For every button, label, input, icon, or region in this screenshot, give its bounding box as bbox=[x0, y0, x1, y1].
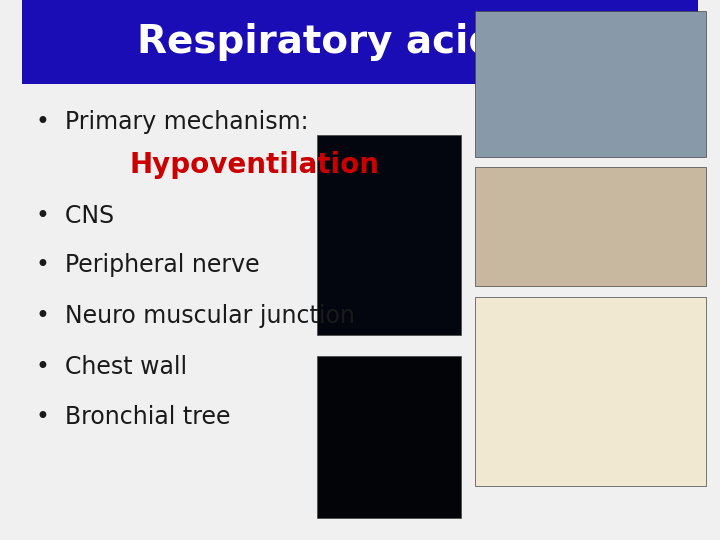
FancyBboxPatch shape bbox=[317, 135, 461, 335]
FancyBboxPatch shape bbox=[22, 0, 698, 84]
Text: •  Neuro muscular junction: • Neuro muscular junction bbox=[36, 304, 355, 328]
Text: •  Primary mechanism:: • Primary mechanism: bbox=[36, 110, 308, 133]
FancyBboxPatch shape bbox=[475, 11, 706, 157]
Text: •  Bronchial tree: • Bronchial tree bbox=[36, 405, 230, 429]
Text: Hypoventilation: Hypoventilation bbox=[130, 151, 379, 179]
FancyBboxPatch shape bbox=[317, 356, 461, 518]
Text: Respiratory acidosis: Respiratory acidosis bbox=[138, 23, 582, 61]
FancyBboxPatch shape bbox=[475, 167, 706, 286]
FancyBboxPatch shape bbox=[475, 297, 706, 486]
Text: •  Chest wall: • Chest wall bbox=[36, 355, 187, 379]
Text: •  CNS: • CNS bbox=[36, 204, 114, 228]
Text: •  Peripheral nerve: • Peripheral nerve bbox=[36, 253, 260, 276]
